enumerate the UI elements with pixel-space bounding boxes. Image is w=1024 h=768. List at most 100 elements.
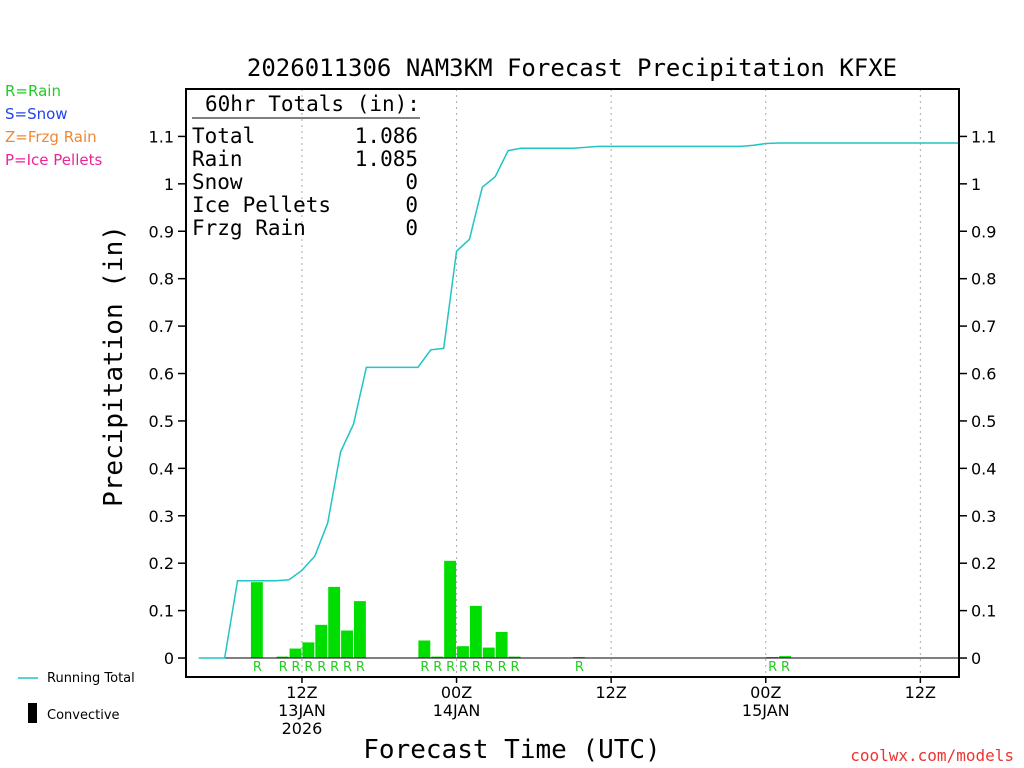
precip-type-legend-item: R=Rain <box>5 82 61 100</box>
y-tick-label-left: 0.4 <box>149 459 174 478</box>
y-tick-label-left: 0.1 <box>149 602 174 621</box>
totals-row-label: Rain <box>192 147 243 171</box>
y-axis-title: Precipitation (in) <box>99 225 129 507</box>
precip-type-label: R <box>459 660 468 675</box>
y-tick-label-left: 0 <box>164 649 174 668</box>
line-legend: Running Total Convective <box>18 671 135 723</box>
y-tick-label-left: 1.1 <box>149 127 174 146</box>
precip-bar <box>444 560 457 659</box>
convective-legend-label: Convective <box>47 708 120 723</box>
x-tick-label: 00Z <box>441 683 472 702</box>
x-tick-label: 13JAN <box>278 701 326 720</box>
precip-bar <box>289 648 302 659</box>
precip-type-label: R <box>446 660 455 675</box>
x-tick-label: 14JAN <box>433 701 481 720</box>
y-tick-label-right: 0.3 <box>971 507 996 526</box>
y-tick-label-right: 0.5 <box>971 412 996 431</box>
precip-bar <box>276 656 289 659</box>
precip-type-label: R <box>279 660 288 675</box>
precip-bar <box>779 656 792 659</box>
x-tick-label: 12Z <box>595 683 626 702</box>
y-tick-label-right: 0.7 <box>971 317 996 336</box>
precip-type-label: R <box>330 660 339 675</box>
y-tick-label-left: 0.8 <box>149 270 174 289</box>
y-tick-label-right: 0.8 <box>971 270 996 289</box>
totals-row-label: Frzg Rain <box>192 216 306 240</box>
totals-header: 60hr Totals (in): <box>205 92 420 116</box>
running-total-legend-label: Running Total <box>47 671 135 686</box>
y-tick-label-right: 0.2 <box>971 554 996 573</box>
x-tick-label: 12Z <box>905 683 936 702</box>
y-tick-label-left: 0.6 <box>149 365 174 384</box>
x-axis-title: Forecast Time (UTC) <box>363 735 660 765</box>
y-axis-ticks: 0 00.1 0.10.2 0.20.3 0.30.4 0.40.5 0.50.6 0.60.… <box>149 127 997 668</box>
precip-bar <box>418 640 431 659</box>
precip-type-legend: R=Rain S=Snow Z=Frzg Rain P=Ice Pellets <box>5 82 102 169</box>
precip-bar <box>315 624 328 659</box>
precip-bar <box>431 656 444 659</box>
precip-type-label: R <box>343 660 352 675</box>
y-tick-label-right: 1 <box>971 175 981 194</box>
x-tick-label: 2026 <box>282 719 323 738</box>
y-tick-label-left: 0.5 <box>149 412 174 431</box>
precip-bar <box>482 647 495 659</box>
precip-type-label: R <box>768 660 777 675</box>
precip-bar <box>250 582 263 659</box>
precip-type-label: R <box>304 660 313 675</box>
precip-type-label: R <box>356 660 365 675</box>
precip-bar <box>341 630 353 659</box>
y-tick-label-right: 0.1 <box>971 602 996 621</box>
running-total-line <box>198 142 959 659</box>
totals-row-label: Ice Pellets <box>192 193 331 217</box>
precip-type-legend-item: Z=Frzg Rain <box>5 128 97 146</box>
totals-row-value: 1.086 <box>355 124 418 148</box>
y-tick-label-left: 0.7 <box>149 317 174 336</box>
y-tick-label-right: 0.4 <box>971 459 996 478</box>
totals-row-value: 1.085 <box>355 147 418 171</box>
precip-type-legend-item: S=Snow <box>5 105 68 123</box>
chart-title: 2026011306 NAM3KM Forecast Precipitation… <box>247 54 897 82</box>
precip-type-label: R <box>472 660 481 675</box>
precip-type-label: R <box>575 660 584 675</box>
precip-bar <box>508 656 521 659</box>
totals-row-value: 0 <box>405 216 418 240</box>
precip-bar <box>328 586 341 659</box>
grid-lines <box>301 89 921 677</box>
precip-type-label: R <box>498 660 507 675</box>
plot-frame <box>185 88 960 678</box>
y-tick-label-right: 0.6 <box>971 365 996 384</box>
convective-swatch <box>28 703 37 723</box>
y-tick-label-left: 0.3 <box>149 507 174 526</box>
totals-row-value: 0 <box>405 193 418 217</box>
precip-type-label: R <box>485 660 494 675</box>
totals-row-label: Snow <box>192 170 243 194</box>
precip-type-label: R <box>317 660 326 675</box>
precip-type-label: R <box>781 660 790 675</box>
precip-type-label: R <box>420 660 429 675</box>
precip-type-label: R <box>253 660 262 675</box>
precip-bar <box>495 631 508 659</box>
y-tick-label-left: 0.2 <box>149 554 174 573</box>
y-tick-label-left: 1 <box>164 175 174 194</box>
y-tick-label-left: 0.9 <box>149 222 174 241</box>
precip-type-label: R <box>433 660 442 675</box>
y-tick-label-right: 0 <box>971 649 981 668</box>
precip-type-legend-item: P=Ice Pellets <box>5 151 102 169</box>
x-tick-label: 15JAN <box>742 701 790 720</box>
precip-bar <box>457 646 469 659</box>
precip-bar <box>469 605 482 659</box>
credit-text: coolwx.com/models <box>850 746 1014 765</box>
precip-bar <box>302 642 315 659</box>
hourly-bars <box>250 560 792 659</box>
precip-type-label: R <box>291 660 300 675</box>
totals-row-label: Total <box>192 124 255 148</box>
x-tick-label: 00Z <box>750 683 781 702</box>
precip-type-label: R <box>511 660 520 675</box>
x-tick-label: 12Z <box>286 683 317 702</box>
y-tick-label-right: 1.1 <box>971 127 996 146</box>
totals-row-value: 0 <box>405 170 418 194</box>
totals-box: 60hr Totals (in): Total 1.086 Rain 1.085 Sno… <box>192 92 420 240</box>
